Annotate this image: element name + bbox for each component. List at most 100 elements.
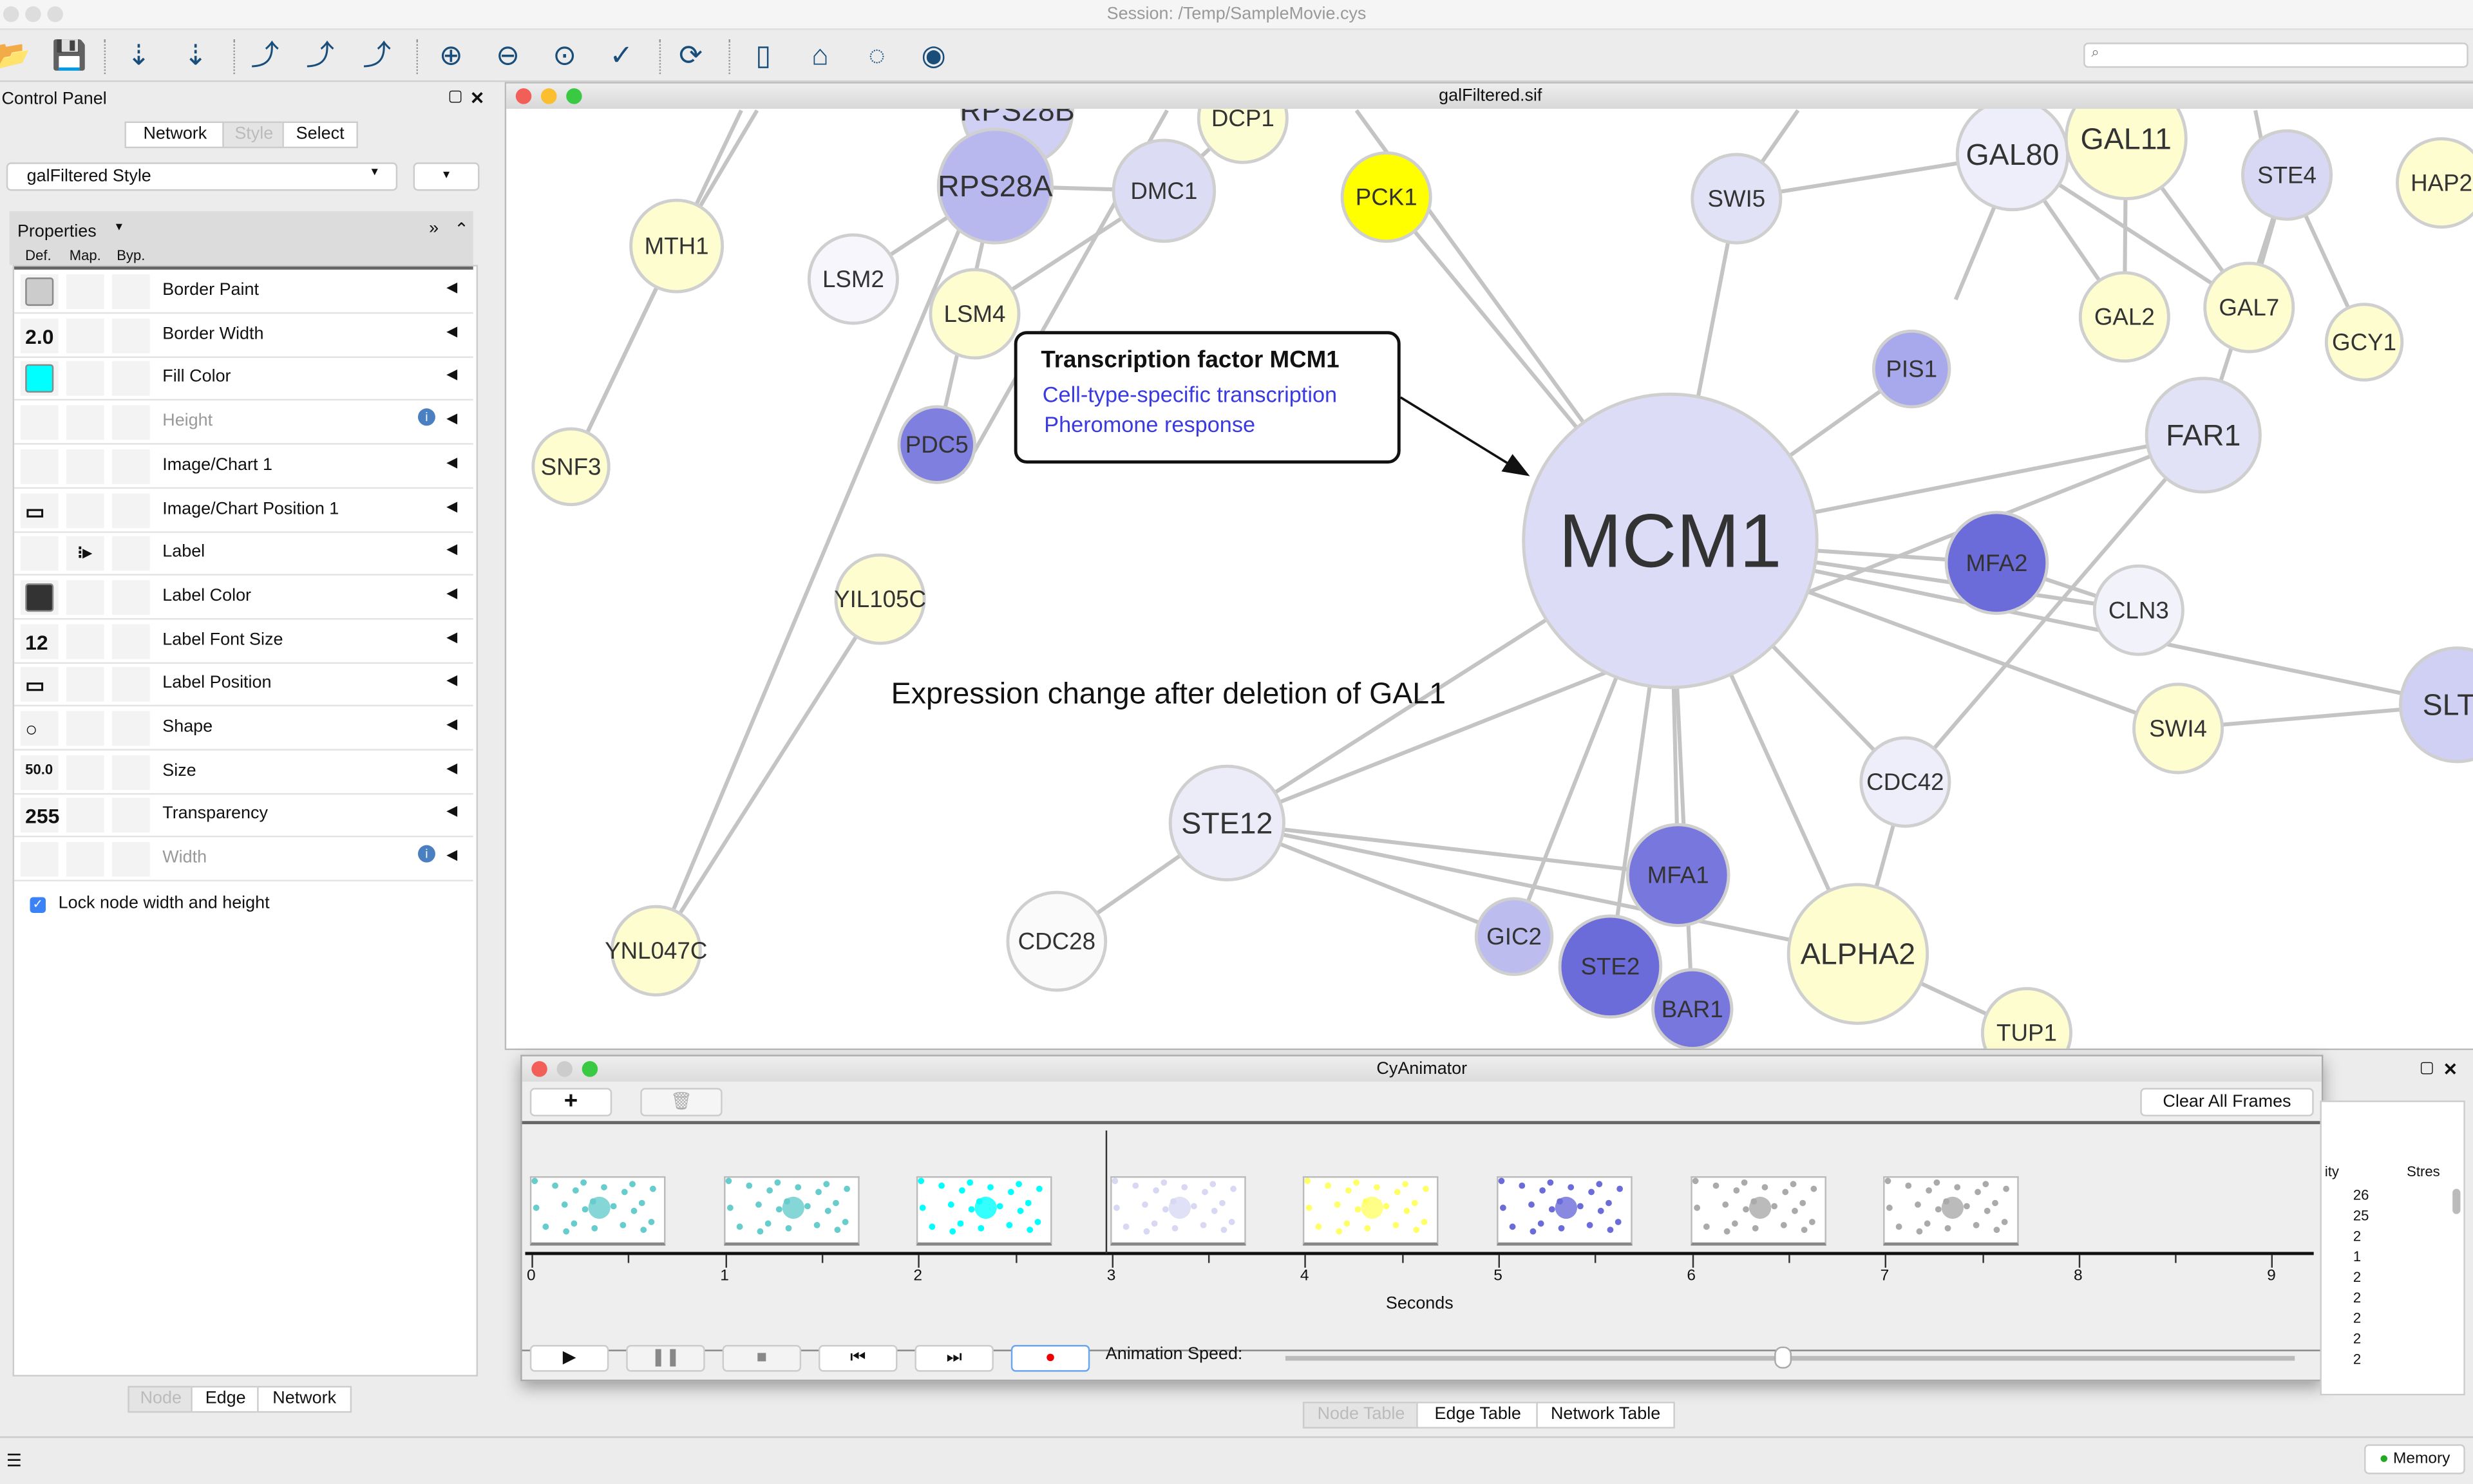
show-icon[interactable]: ◉ xyxy=(921,39,947,71)
property-row[interactable]: Fill Color ◀ xyxy=(14,357,473,402)
mapping-cell[interactable] xyxy=(66,274,104,310)
property-row[interactable]: ▭ Label Position ◀ xyxy=(14,662,473,707)
mapping-cell[interactable] xyxy=(66,361,104,397)
network-node[interactable] xyxy=(531,427,611,507)
bypass-cell[interactable] xyxy=(111,405,150,440)
default-value[interactable]: 255 xyxy=(20,798,59,834)
network-node[interactable] xyxy=(929,268,1021,360)
expand-arrow-icon[interactable]: ◀ xyxy=(446,366,458,382)
mapping-cell[interactable] xyxy=(66,405,104,440)
default-value[interactable]: 50.0 xyxy=(20,755,59,790)
tab-select[interactable]: Select xyxy=(282,121,358,149)
style-options-button[interactable]: ▼ xyxy=(413,162,480,191)
table-cell[interactable]: 2 xyxy=(2353,1351,2362,1367)
text-annotation[interactable]: Expression change after deletion of GAL1 xyxy=(891,678,1446,711)
new-network-icon[interactable]: ▯ xyxy=(755,39,772,71)
tab-network[interactable]: Network xyxy=(257,1385,352,1413)
network-node[interactable] xyxy=(1558,914,1663,1019)
bypass-cell[interactable] xyxy=(111,841,150,877)
animation-frame[interactable] xyxy=(529,1176,666,1246)
property-row[interactable]: Image/Chart 1 ◀ xyxy=(14,444,473,489)
mapping-cell[interactable] xyxy=(66,755,104,790)
property-row[interactable]: ⁝▸ Label ◀ xyxy=(14,532,473,576)
animation-frame[interactable] xyxy=(1883,1176,2020,1246)
expand-arrow-icon[interactable]: ◀ xyxy=(446,541,458,557)
mapping-cell[interactable] xyxy=(66,841,104,877)
task-list-icon[interactable]: ☰ xyxy=(6,1452,22,1471)
default-value[interactable] xyxy=(20,579,59,615)
bypass-cell[interactable] xyxy=(111,579,150,615)
table-cell[interactable]: 2 xyxy=(2353,1228,2362,1244)
default-value[interactable]: ○ xyxy=(20,711,59,746)
mapping-cell[interactable]: ⁝▸ xyxy=(66,536,104,571)
default-value[interactable]: 12 xyxy=(20,623,59,659)
default-value[interactable]: ▭ xyxy=(20,493,59,528)
import-table-icon[interactable]: ⇣ xyxy=(184,39,208,71)
network-node[interactable] xyxy=(629,198,725,294)
default-value[interactable]: ▭ xyxy=(20,667,59,702)
network-node[interactable] xyxy=(610,905,702,997)
expand-arrow-icon[interactable]: ◀ xyxy=(446,803,458,819)
properties-dropdown[interactable]: Properties xyxy=(17,222,97,241)
property-row[interactable]: 255 Transparency ◀ xyxy=(14,794,473,838)
default-value[interactable] xyxy=(20,841,59,877)
animation-frame[interactable] xyxy=(1497,1176,1633,1246)
animation-frame[interactable] xyxy=(1110,1176,1246,1246)
bypass-cell[interactable] xyxy=(111,798,150,834)
style-select[interactable]: galFiltered Style ▼ xyxy=(6,162,398,191)
close-icon[interactable]: ✕ xyxy=(2443,1061,2458,1080)
animation-frame[interactable] xyxy=(723,1176,859,1246)
table-cell[interactable]: 26 xyxy=(2353,1187,2369,1203)
tab-style[interactable]: Style xyxy=(222,121,286,149)
bypass-cell[interactable] xyxy=(111,623,150,659)
network-edge[interactable] xyxy=(1226,821,1859,956)
scrollbar[interactable] xyxy=(2452,1188,2461,1214)
export-network-icon[interactable]: ⤴ xyxy=(251,39,280,71)
network-canvas[interactable]: RPS28B RPS28A DMC1 DCP1 PCK1 MTH1 LSM2 LSM4 SWI5… xyxy=(506,108,2473,1049)
network-node[interactable] xyxy=(1522,392,1819,690)
mapping-cell[interactable] xyxy=(66,711,104,746)
property-row[interactable]: 12 Label Font Size ◀ xyxy=(14,619,473,664)
open-folder-icon[interactable]: 📂 xyxy=(0,36,33,74)
table-column-header[interactable]: ity xyxy=(2324,1163,2339,1179)
network-edge[interactable] xyxy=(654,597,882,952)
mapping-cell[interactable] xyxy=(66,449,104,484)
expand-arrow-icon[interactable]: ◀ xyxy=(446,628,458,644)
annotation-box[interactable]: Transcription factor MCM1 Cell-type-spec… xyxy=(1014,331,1401,464)
bypass-cell[interactable] xyxy=(111,667,150,702)
bypass-cell[interactable] xyxy=(111,449,150,484)
table-cell[interactable]: 2 xyxy=(2353,1330,2362,1347)
network-node[interactable] xyxy=(1691,153,1783,245)
import-network-icon[interactable]: ⇣ xyxy=(127,39,151,71)
playhead[interactable] xyxy=(1105,1130,1107,1254)
memory-button[interactable]: ● Memory xyxy=(2364,1444,2465,1474)
default-value[interactable] xyxy=(20,361,59,397)
record-button[interactable]: ● xyxy=(1010,1344,1090,1372)
network-node[interactable] xyxy=(1197,108,1289,164)
tab-edge[interactable]: Edge xyxy=(191,1385,261,1413)
bypass-cell[interactable] xyxy=(111,536,150,571)
mapping-cell[interactable] xyxy=(66,623,104,659)
network-node[interactable] xyxy=(1944,511,2049,615)
default-value[interactable] xyxy=(20,405,59,440)
property-row[interactable]: Border Paint ◀ xyxy=(14,270,473,314)
step-back-button[interactable]: ⏮ xyxy=(819,1344,898,1372)
property-row[interactable]: Label Color ◀ xyxy=(14,576,473,620)
refresh-icon[interactable]: ⟳ xyxy=(679,39,703,71)
collapse-all-icon[interactable]: ⌃ xyxy=(454,220,469,240)
tab-network-table[interactable]: Network Table xyxy=(1536,1402,1675,1429)
table-cell[interactable]: 1 xyxy=(2353,1248,2362,1265)
delete-frame-button[interactable]: 🗑 xyxy=(640,1087,723,1116)
network-node[interactable] xyxy=(1786,883,1929,1025)
mapping-cell[interactable] xyxy=(66,317,104,353)
network-node[interactable] xyxy=(1859,736,1951,828)
home-icon[interactable]: ⌂ xyxy=(811,39,829,71)
zoom-out-icon[interactable]: ⊖ xyxy=(496,39,520,71)
expand-arrow-icon[interactable]: ◀ xyxy=(446,847,458,863)
property-row[interactable]: Width i ◀ xyxy=(14,838,473,882)
expand-arrow-icon[interactable]: ◀ xyxy=(446,672,458,688)
network-node[interactable] xyxy=(1651,968,1734,1049)
network-node[interactable] xyxy=(2203,261,2295,353)
table-column-header[interactable]: Stres xyxy=(2407,1163,2440,1179)
expand-arrow-icon[interactable]: ◀ xyxy=(446,759,458,776)
